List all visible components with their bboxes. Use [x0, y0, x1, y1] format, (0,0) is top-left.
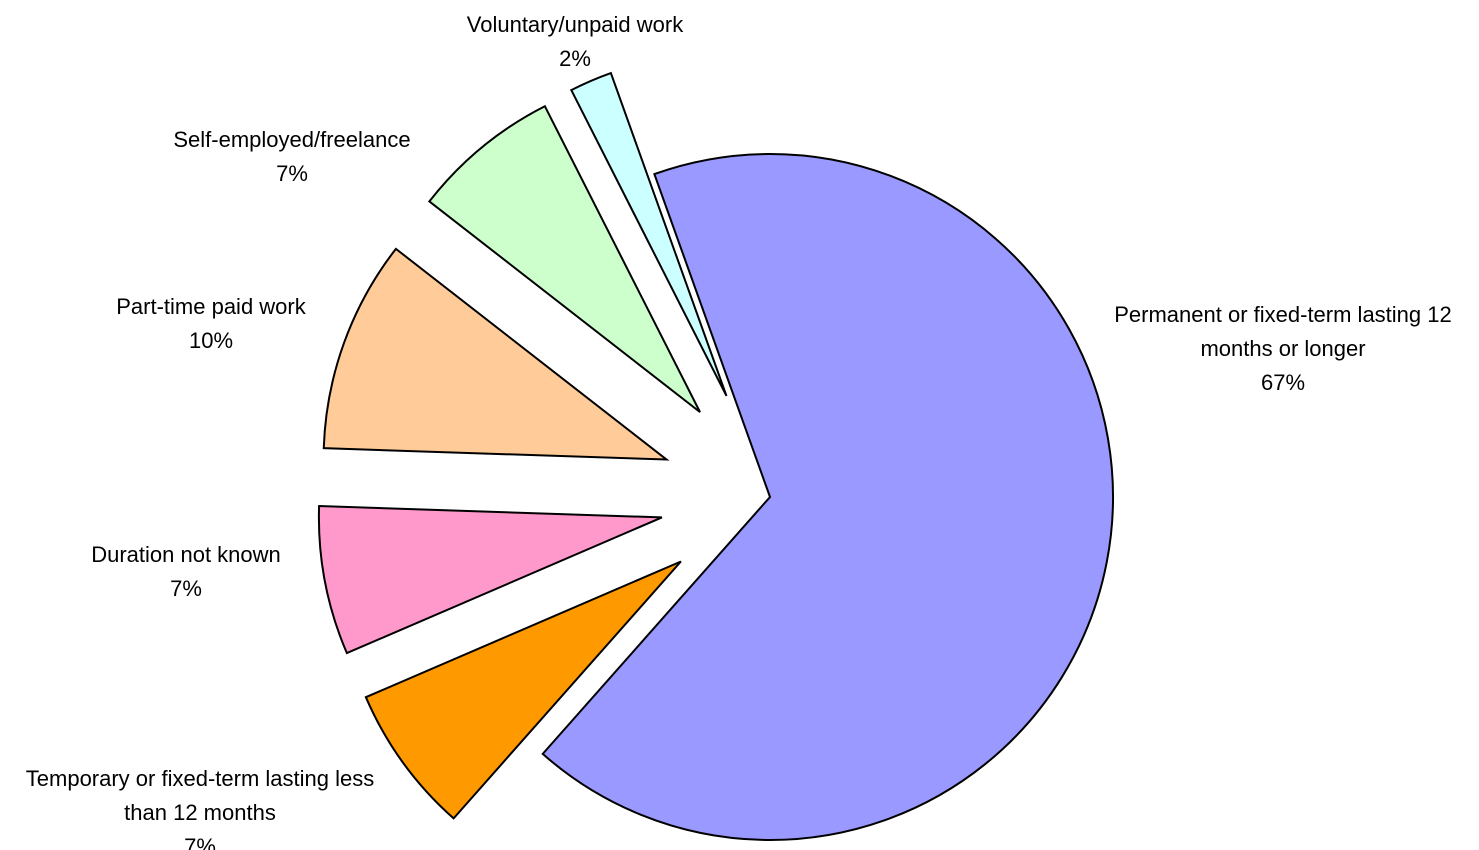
value-label: 7% [184, 834, 216, 850]
slice-label: Self-employed/freelance 7% [132, 123, 452, 191]
category-label: Temporary or fixed-term lasting less tha… [25, 766, 375, 825]
pie-slice [427, 104, 701, 413]
category-label: Part-time paid work [116, 294, 306, 319]
pie-slice [569, 71, 728, 397]
slice-label: Permanent or fixed-term lasting 12 month… [1091, 298, 1476, 400]
slice-label: Part-time paid work 10% [61, 290, 361, 358]
pie-slice [364, 560, 682, 820]
pie-slice [317, 505, 663, 655]
value-label: 7% [170, 576, 202, 601]
value-label: 67% [1260, 370, 1306, 395]
category-label: Voluntary/unpaid work [466, 12, 684, 37]
slice-label: Voluntary/unpaid work 2% [415, 8, 735, 76]
category-label: Self-employed/freelance [173, 127, 411, 152]
category-label: Duration not known [91, 542, 281, 567]
value-label: 2% [559, 46, 591, 71]
value-label: 10% [188, 328, 234, 353]
pie-slice [322, 247, 670, 461]
category-label: Permanent or fixed-term lasting 12 month… [1114, 302, 1452, 361]
slice-label: Temporary or fixed-term lasting less tha… [8, 762, 393, 850]
pie-slice [541, 153, 1114, 841]
value-label: 7% [276, 161, 308, 186]
slice-label: Duration not known 7% [36, 538, 336, 606]
